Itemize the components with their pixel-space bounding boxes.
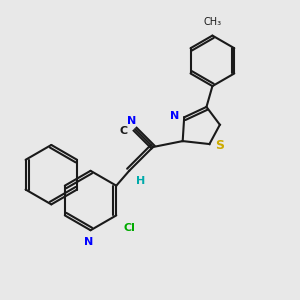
Text: Cl: Cl xyxy=(124,223,136,233)
Text: C: C xyxy=(120,126,128,136)
Text: N: N xyxy=(127,116,136,126)
Text: N: N xyxy=(84,237,94,247)
Text: H: H xyxy=(136,176,145,186)
Text: S: S xyxy=(215,139,224,152)
Text: N: N xyxy=(170,111,180,121)
Text: CH₃: CH₃ xyxy=(203,17,221,27)
